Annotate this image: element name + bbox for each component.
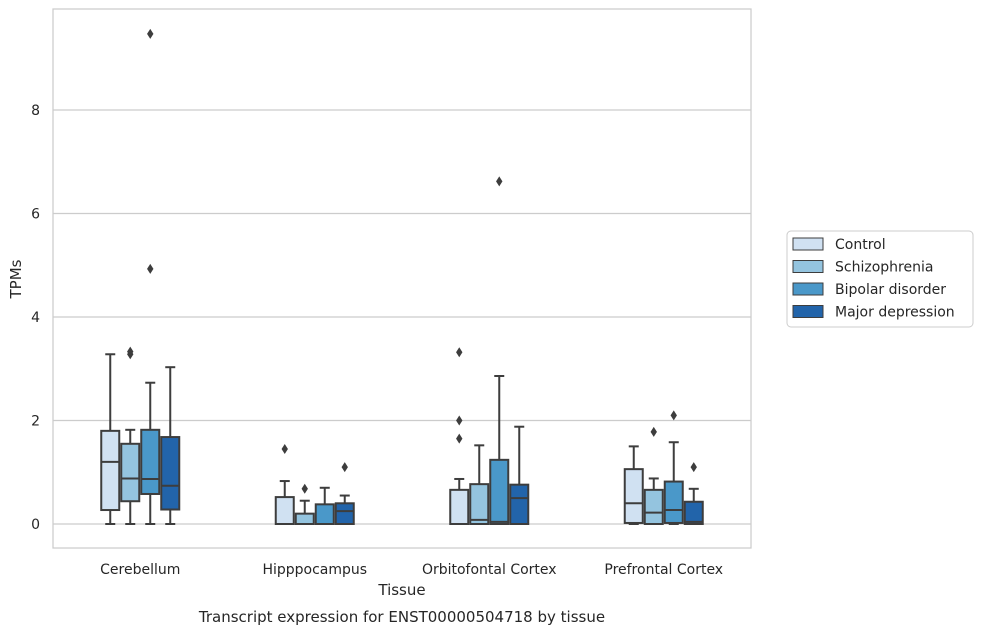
outlier-point [456,347,463,358]
y-tick-labels: 0 2 4 6 8 [31,103,40,533]
x-tick-label: Hipppocampus [262,562,367,578]
box [489,176,510,525]
box [274,443,295,525]
legend-frame [786,230,974,328]
x-tick-label: Cerebellum [100,562,180,578]
outlier-point [147,28,154,39]
box [160,366,181,525]
box-iqr [643,488,664,525]
box-iqr [314,503,335,525]
legend-label: Control [835,237,886,253]
legend-swatch [792,282,824,296]
x-tick-label: Prefrontal Cortex [604,562,723,578]
legend-label: Schizophrenia [835,260,933,276]
box-iqr [663,480,684,524]
outlier-point [496,176,503,187]
outlier-point [147,263,154,274]
box-iqr [683,500,704,525]
x-tick-label: Orbitofontal Cortex [422,562,557,578]
box-groups [100,28,704,526]
outlier-point [690,462,697,473]
box-iqr [120,442,141,503]
box-iqr [449,488,470,525]
box [100,353,121,525]
box [449,347,470,525]
box [314,486,335,525]
box [334,462,355,525]
outlier-point [456,415,463,426]
box [140,28,161,525]
chart-title: Transcript expression for ENST0000050471… [198,608,605,626]
outlier-point [670,410,677,421]
legend-label: Bipolar disorder [835,282,946,298]
legend-label: Major depression [835,305,955,321]
plot-frame [52,8,752,549]
box-iqr [509,483,530,526]
box-iqr [100,429,121,512]
box-iqr [489,458,510,525]
y-tick-label: 4 [31,310,40,326]
outlier-point [281,443,288,454]
outlier-point [650,426,657,437]
outlier-point [301,483,308,494]
x-tick-labels: Cerebellum Hipppocampus Orbitofontal Corte… [100,562,723,578]
legend: Control Schizophrenia Bipolar disorder Majo… [786,230,974,328]
legend-swatch [792,260,824,273]
box [683,462,704,525]
box-iqr [469,483,490,525]
box [120,346,141,525]
box-iqr [294,512,315,526]
box-iqr [334,502,355,525]
box [294,483,315,526]
box-iqr [274,496,295,525]
box [623,445,644,525]
outlier-point [127,346,134,357]
outlier-point [456,433,463,444]
y-tick-label: 2 [31,414,40,430]
y-tick-label: 8 [31,103,40,119]
box-iqr [140,428,161,495]
box-iqr [623,468,644,524]
x-axis-label: Tissue [377,581,425,599]
y-tick-label: 6 [31,207,40,223]
y-tick-label: 0 [31,517,40,533]
box [509,425,530,526]
legend-swatch [792,305,824,318]
legend-swatch [792,237,824,251]
y-axis-label: TPMs [7,259,25,299]
outlier-point [341,462,348,473]
box [663,410,684,525]
box [643,426,664,525]
box-iqr [160,436,181,511]
box [469,444,490,525]
